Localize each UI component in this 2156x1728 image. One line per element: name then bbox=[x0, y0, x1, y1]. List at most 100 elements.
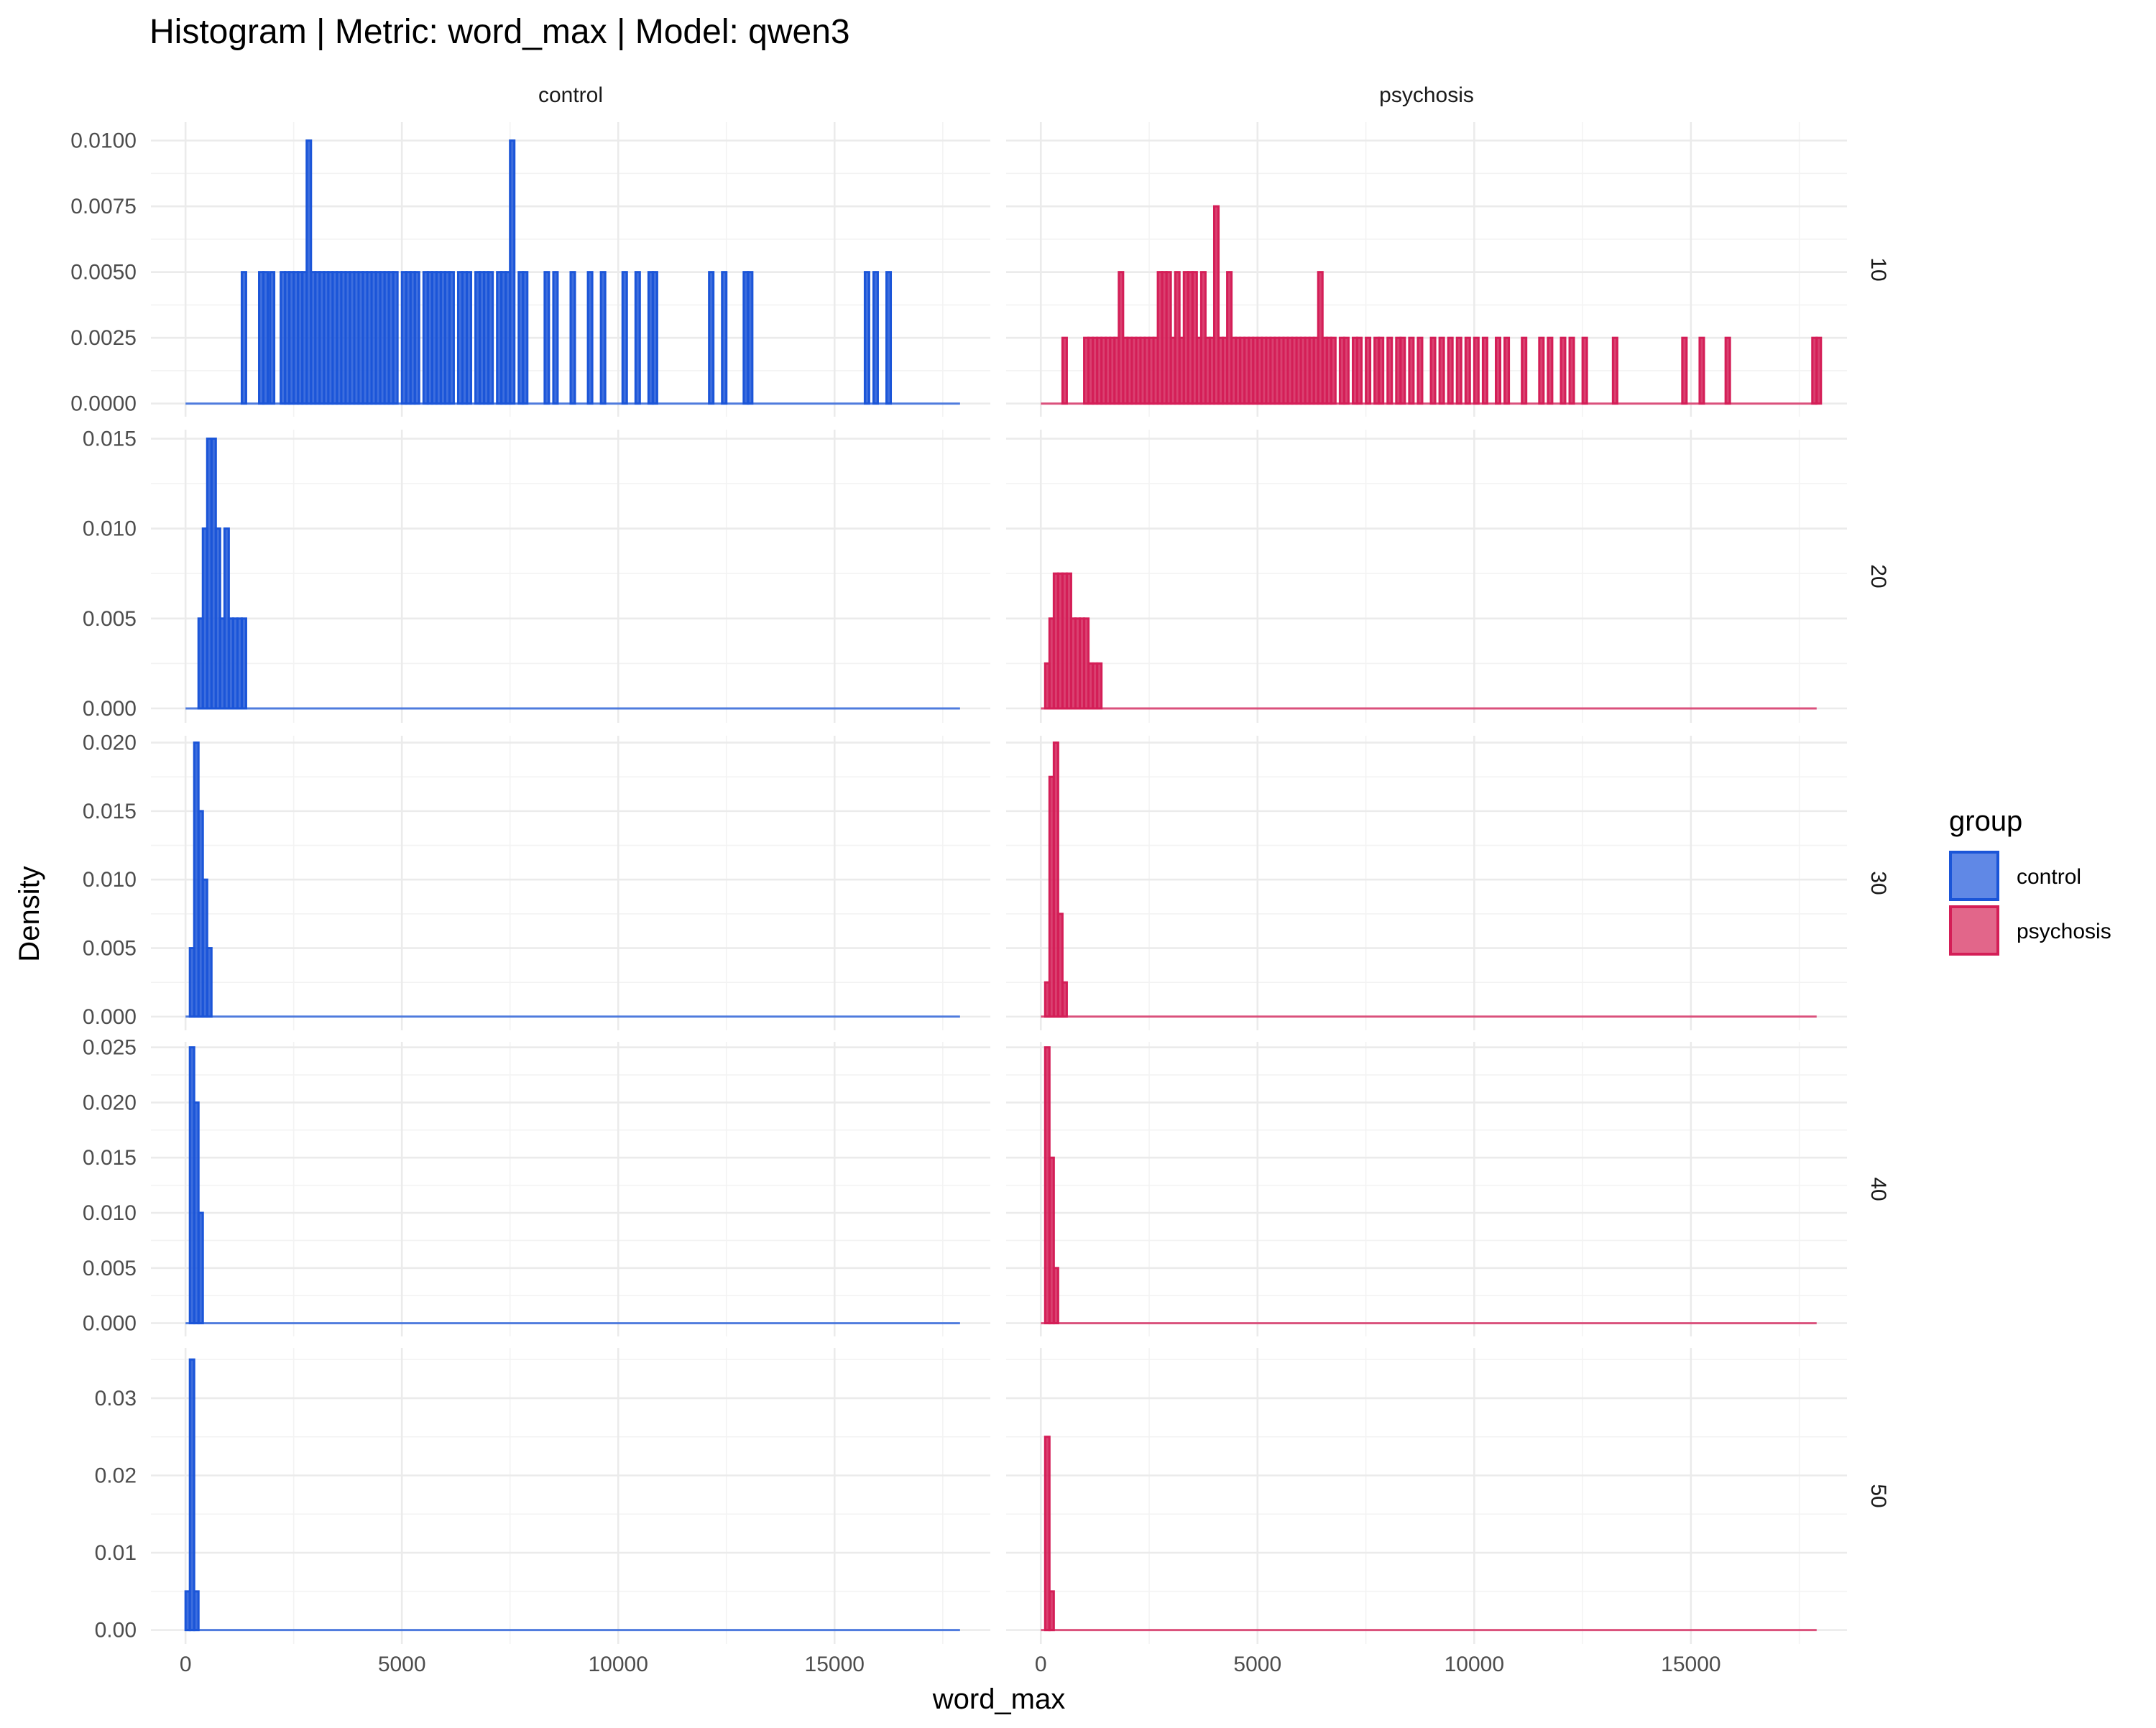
facet-strip-row-20: 20 bbox=[1866, 564, 1890, 588]
histogram-bar bbox=[885, 271, 893, 405]
panel-control-40 bbox=[151, 1042, 990, 1336]
histogram-bar bbox=[552, 271, 559, 405]
histogram-bar bbox=[1386, 336, 1393, 405]
histogram-bar bbox=[621, 271, 628, 405]
x-tick-label: 15000 bbox=[1661, 1653, 1720, 1676]
histogram-bar bbox=[1455, 336, 1462, 405]
histogram-bar bbox=[1481, 336, 1488, 405]
histogram-bar bbox=[1056, 912, 1064, 1018]
histogram-bar bbox=[1342, 336, 1350, 405]
facet-strip-control: control bbox=[538, 83, 603, 107]
histogram-bar bbox=[1503, 336, 1511, 405]
panel-control-20 bbox=[151, 430, 990, 723]
histogram-bar bbox=[1473, 336, 1480, 405]
histogram-bar bbox=[1052, 741, 1059, 1018]
y-tick-label: 0.010 bbox=[83, 1201, 137, 1225]
histogram-bar bbox=[1568, 336, 1575, 405]
histogram-bar bbox=[1399, 336, 1406, 405]
y-tick-label: 0.005 bbox=[83, 607, 137, 631]
facet-panels: control psychosis 0 5000 10000 15000 0 5000 1000… bbox=[70, 83, 1890, 1676]
y-tick-label: 0.025 bbox=[83, 1036, 137, 1060]
histogram-bar bbox=[509, 139, 516, 405]
x-tick-label: 0 bbox=[1035, 1653, 1047, 1676]
x-tick-label: 10000 bbox=[1445, 1653, 1504, 1676]
y-tick-label: 0.0000 bbox=[70, 392, 137, 416]
y-tick-label: 0.015 bbox=[83, 1146, 137, 1170]
histogram-bar bbox=[1494, 336, 1502, 405]
y-tick-label: 0.010 bbox=[83, 868, 137, 892]
y-tick-label: 0.020 bbox=[83, 1091, 137, 1114]
histogram-bar bbox=[1330, 336, 1337, 405]
histogram-bar bbox=[1429, 336, 1437, 405]
y-tick-label: 0.000 bbox=[83, 1312, 137, 1336]
x-tick-label: 5000 bbox=[378, 1653, 426, 1676]
histogram-bar bbox=[197, 1211, 204, 1325]
histogram-bar bbox=[721, 271, 728, 405]
facet-strip-row-10: 10 bbox=[1866, 257, 1890, 281]
histogram-bar bbox=[413, 271, 420, 405]
y-tick-label: 0.000 bbox=[83, 1005, 137, 1029]
histogram-bar bbox=[466, 271, 473, 405]
y-tick-label: 0.010 bbox=[83, 517, 137, 541]
y-axis-title: Density bbox=[14, 866, 45, 961]
histogram-bar bbox=[522, 271, 529, 405]
panel-control-50 bbox=[151, 1348, 990, 1644]
y-tick-label: 0.015 bbox=[83, 800, 137, 823]
panel-psychosis-10 bbox=[1006, 122, 1847, 417]
histogram-bar bbox=[240, 271, 247, 405]
histogram-bar bbox=[1048, 1156, 1055, 1325]
histogram-bar bbox=[1681, 336, 1688, 405]
histogram-bar bbox=[708, 271, 715, 405]
histogram-bar bbox=[1096, 662, 1103, 710]
histogram-bar bbox=[188, 1358, 195, 1632]
histogram-bar bbox=[1815, 336, 1823, 405]
histogram-bar bbox=[1052, 1267, 1059, 1325]
histogram-bar bbox=[1438, 336, 1445, 405]
histogram-bar bbox=[872, 271, 879, 405]
facet-strip-row-40: 40 bbox=[1866, 1177, 1890, 1201]
histogram-bar bbox=[586, 271, 594, 405]
histogram-bar bbox=[448, 271, 455, 405]
histogram-bar bbox=[1212, 205, 1220, 405]
histogram-bar bbox=[599, 271, 607, 405]
chart-title: Histogram | Metric: word_max | Model: qw… bbox=[149, 13, 850, 51]
panel-psychosis-40 bbox=[1006, 1042, 1847, 1336]
y-tick-label: 0.015 bbox=[83, 428, 137, 451]
histogram-bar bbox=[206, 947, 213, 1018]
legend-key-control bbox=[1949, 851, 1999, 901]
legend-label-control: control bbox=[2017, 865, 2081, 889]
histogram-bar bbox=[747, 271, 754, 405]
y-tick-label: 0.005 bbox=[83, 937, 137, 961]
facet-strip-psychosis: psychosis bbox=[1379, 83, 1474, 107]
x-tick-label: 15000 bbox=[805, 1653, 865, 1676]
facet-strip-row-30: 30 bbox=[1866, 871, 1890, 895]
y-tick-label: 0.005 bbox=[83, 1257, 137, 1280]
legend: group control psychosis bbox=[1949, 805, 2111, 956]
histogram-bar bbox=[487, 271, 494, 405]
histogram-bar bbox=[651, 271, 658, 405]
x-axis-title: word_max bbox=[932, 1683, 1066, 1715]
panel-control-30 bbox=[151, 736, 990, 1030]
histogram-bar bbox=[392, 271, 399, 405]
histogram-bar bbox=[1611, 336, 1618, 405]
facet-strip-row-50: 50 bbox=[1866, 1484, 1890, 1507]
histogram-bar bbox=[543, 271, 550, 405]
y-tick-label: 0.0075 bbox=[70, 195, 137, 218]
histogram-bar bbox=[1521, 336, 1528, 405]
y-tick-label: 0.03 bbox=[95, 1387, 137, 1410]
histogram-bar bbox=[1538, 336, 1545, 405]
histogram-bar bbox=[634, 271, 641, 405]
histogram-bar bbox=[1724, 336, 1731, 405]
y-tick-label: 0.0025 bbox=[70, 326, 137, 350]
histogram-bar bbox=[1464, 336, 1471, 405]
y-tick-label: 0.01 bbox=[95, 1541, 137, 1565]
panel-psychosis-50 bbox=[1006, 1348, 1847, 1644]
histogram-bar bbox=[863, 271, 870, 405]
histogram-bar bbox=[193, 1590, 200, 1632]
x-tick-label: 10000 bbox=[589, 1653, 648, 1676]
panel-psychosis-30 bbox=[1006, 736, 1847, 1030]
y-tick-label: 0.000 bbox=[83, 697, 137, 721]
histogram-bar bbox=[1048, 1590, 1055, 1632]
histogram-bar bbox=[1547, 336, 1554, 405]
